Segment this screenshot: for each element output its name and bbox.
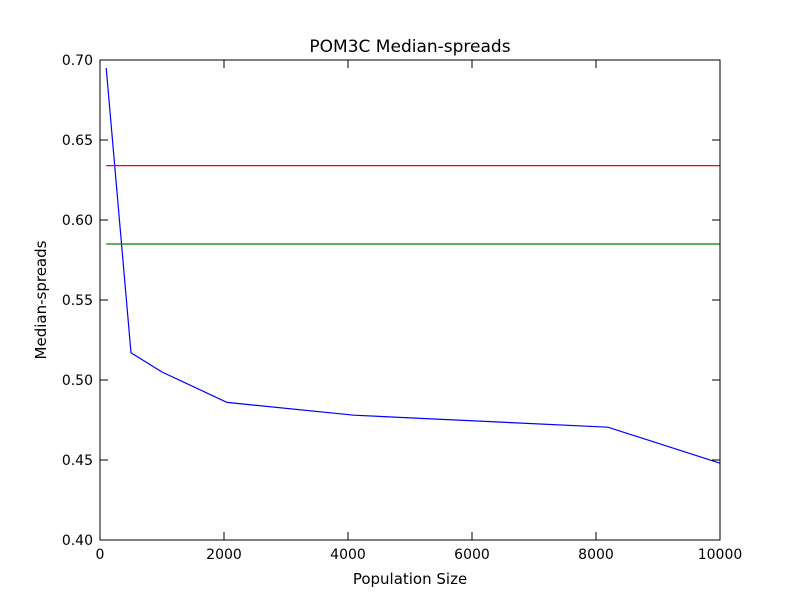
series-layer	[105, 67, 721, 464]
x-axis-label: Population Size	[353, 570, 467, 588]
y-tick-label: 0.40	[62, 533, 93, 549]
x-tick-label: 4000	[330, 547, 366, 563]
series-line-0	[105, 67, 721, 464]
y-tick-label: 0.60	[62, 213, 93, 229]
y-tick-label: 0.65	[62, 133, 93, 149]
x-tick-label: 10000	[698, 547, 743, 563]
y-tick-label: 0.70	[62, 53, 93, 69]
y-tick-label: 0.55	[62, 293, 93, 309]
y-tick-label: 0.45	[62, 453, 93, 469]
y-axis-label: Median-spreads	[32, 240, 50, 359]
plot-frame	[99, 59, 721, 541]
x-tick-label: 0	[96, 547, 105, 563]
x-tick-label: 6000	[454, 547, 490, 563]
x-tick-label: 8000	[578, 547, 614, 563]
y-tick-label: 0.50	[62, 373, 93, 389]
chart-title: POM3C Median-spreads	[309, 37, 510, 57]
ticks-layer: 0 2000 4000 6000 8000 10000 0.40 0.45 0.50 0.55 0.…	[62, 53, 742, 563]
x-tick-label: 2000	[206, 547, 242, 563]
